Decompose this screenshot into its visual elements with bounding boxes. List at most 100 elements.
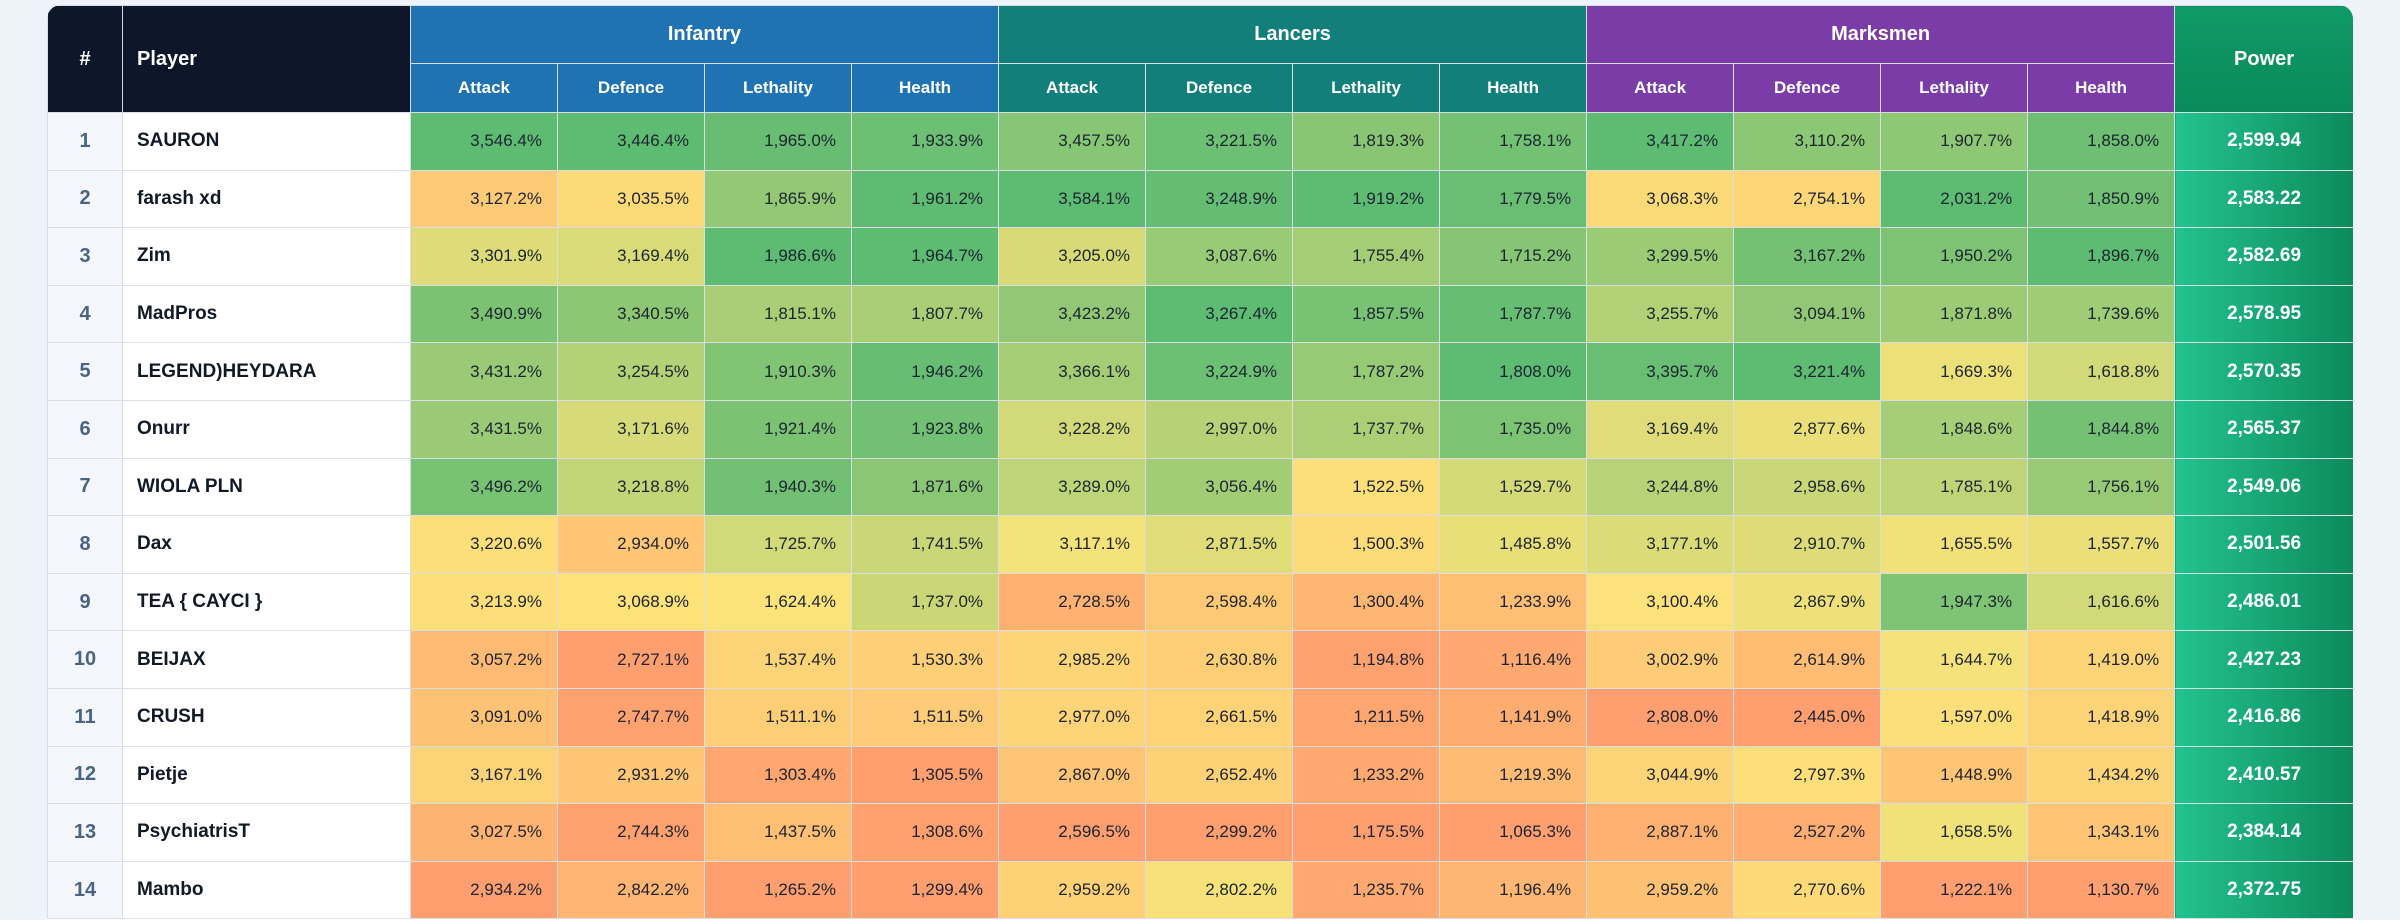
lancers-attack-cell: 3,205.0% xyxy=(998,227,1147,286)
rank-cell: 3 xyxy=(47,227,123,286)
lancers-attack-cell: 2,977.0% xyxy=(998,687,1147,747)
marksmen-defence-cell: 2,614.9% xyxy=(1733,630,1882,689)
table-row[interactable]: 10 BEIJAX 3,057.2% 2,727.1% 1,537.4% 1,530.3%… xyxy=(47,630,2353,689)
table-row[interactable]: 13 PsychiatrisT 3,027.5% 2,744.3% 1,437.5% 1,… xyxy=(47,803,2353,862)
marksmen-defence-cell: 2,754.1% xyxy=(1733,169,1882,229)
rank-cell: 5 xyxy=(47,342,123,401)
marksmen-attack-header[interactable]: Attack xyxy=(1586,63,1735,113)
rank-cell: 9 xyxy=(47,572,123,632)
table-row[interactable]: 6 Onurr 3,431.5% 3,171.6% 1,921.4% 1,923.8% 3,… xyxy=(47,399,2353,459)
table-row[interactable]: 14 Mambo 2,934.2% 2,842.2% 1,265.2% 1,299.4% 2… xyxy=(47,860,2353,920)
infantry-defence-cell: 2,931.2% xyxy=(557,745,705,805)
lancers-defence-cell: 3,056.4% xyxy=(1145,457,1294,517)
rank-column-header[interactable]: # xyxy=(47,5,123,113)
marksmen-lethality-header[interactable]: Lethality xyxy=(1880,63,2029,113)
table-row[interactable]: 11 CRUSH 3,091.0% 2,747.7% 1,511.1% 1,511.5% 2… xyxy=(47,687,2353,747)
marksmen-health-cell: 1,756.1% xyxy=(2027,457,2176,517)
power-cell: 2,583.22 xyxy=(2174,169,2353,229)
infantry-lethality-cell: 1,815.1% xyxy=(704,284,852,344)
infantry-lethality-header[interactable]: Lethality xyxy=(704,63,852,113)
infantry-health-header[interactable]: Health xyxy=(850,63,1000,113)
lancers-defence-cell: 3,221.5% xyxy=(1145,112,1294,171)
table-row[interactable]: 1 SAURON 3,546.4% 3,446.4% 1,965.0% 1,933.9% 3… xyxy=(47,112,2353,171)
infantry-attack-header[interactable]: Attack xyxy=(410,63,558,113)
infantry-health-cell: 1,946.2% xyxy=(850,342,1000,401)
marksmen-health-cell: 1,557.7% xyxy=(2027,515,2176,574)
infantry-health-cell: 1,741.5% xyxy=(850,515,1000,574)
marksmen-defence-cell: 3,094.1% xyxy=(1733,284,1882,344)
infantry-health-cell: 1,933.9% xyxy=(850,112,1000,171)
lancers-group-header: Lancers xyxy=(998,5,1588,64)
marksmen-defence-header[interactable]: Defence xyxy=(1733,63,1882,113)
table-row[interactable]: 12 Pietje 3,167.1% 2,931.2% 1,303.4% 1,305.5%… xyxy=(47,745,2353,805)
table-row[interactable]: 2 farash xd 3,127.2% 3,035.5% 1,865.9% 1,961.… xyxy=(47,169,2353,229)
lancers-health-cell: 1,529.7% xyxy=(1439,457,1588,517)
marksmen-health-cell: 1,343.1% xyxy=(2027,803,2176,862)
marksmen-health-cell: 1,739.6% xyxy=(2027,284,2176,344)
infantry-lethality-cell: 1,537.4% xyxy=(704,630,852,689)
infantry-health-cell: 1,807.7% xyxy=(850,284,1000,344)
marksmen-attack-cell: 3,100.4% xyxy=(1586,572,1735,632)
player-column-header[interactable]: Player xyxy=(122,5,411,113)
table-row[interactable]: 4 MadPros 3,490.9% 3,340.5% 1,815.1% 1,807.7%… xyxy=(47,284,2353,344)
lancers-lethality-cell: 1,755.4% xyxy=(1292,227,1441,286)
lancers-attack-cell: 2,728.5% xyxy=(998,572,1147,632)
lancers-lethality-header[interactable]: Lethality xyxy=(1292,63,1441,113)
marksmen-attack-cell: 3,395.7% xyxy=(1586,342,1735,401)
lancers-health-cell: 1,715.2% xyxy=(1439,227,1588,286)
lancers-attack-header[interactable]: Attack xyxy=(998,63,1147,113)
infantry-lethality-cell: 1,265.2% xyxy=(704,860,852,920)
marksmen-lethality-cell: 2,031.2% xyxy=(1880,169,2029,229)
infantry-defence-cell: 2,747.7% xyxy=(557,687,705,747)
rank-cell: 13 xyxy=(47,803,123,862)
marksmen-lethality-cell: 1,907.7% xyxy=(1880,112,2029,171)
infantry-lethality-cell: 1,940.3% xyxy=(704,457,852,517)
marksmen-defence-cell: 2,797.3% xyxy=(1733,745,1882,805)
infantry-defence-cell: 3,340.5% xyxy=(557,284,705,344)
marksmen-defence-cell: 3,110.2% xyxy=(1733,112,1882,171)
marksmen-attack-cell: 3,417.2% xyxy=(1586,112,1735,171)
infantry-health-cell: 1,299.4% xyxy=(850,860,1000,920)
player-name-cell: farash xd xyxy=(122,169,411,229)
infantry-attack-cell: 3,057.2% xyxy=(410,630,558,689)
infantry-lethality-cell: 1,865.9% xyxy=(704,169,852,229)
lancers-lethality-cell: 1,211.5% xyxy=(1292,687,1441,747)
marksmen-attack-cell: 3,299.5% xyxy=(1586,227,1735,286)
marksmen-lethality-cell: 1,222.1% xyxy=(1880,860,2029,920)
lancers-attack-cell: 3,584.1% xyxy=(998,169,1147,229)
lancers-defence-cell: 2,299.2% xyxy=(1145,803,1294,862)
rank-cell: 6 xyxy=(47,399,123,459)
lancers-defence-cell: 3,248.9% xyxy=(1145,169,1294,229)
player-name-cell: MadPros xyxy=(122,284,411,344)
lancers-health-cell: 1,233.9% xyxy=(1439,572,1588,632)
lancers-health-cell: 1,735.0% xyxy=(1439,399,1588,459)
power-cell: 2,565.37 xyxy=(2174,399,2353,459)
lancers-attack-cell: 2,867.0% xyxy=(998,745,1147,805)
table-row[interactable]: 9 TEA { CAYCI } 3,213.9% 3,068.9% 1,624.4% 1,… xyxy=(47,572,2353,632)
infantry-defence-header[interactable]: Defence xyxy=(557,63,705,113)
table-row[interactable]: 3 Zim 3,301.9% 3,169.4% 1,986.6% 1,964.7% 3,20… xyxy=(47,227,2353,286)
lancers-defence-cell: 2,661.5% xyxy=(1145,687,1294,747)
marksmen-attack-cell: 2,887.1% xyxy=(1586,803,1735,862)
infantry-attack-cell: 3,546.4% xyxy=(410,112,558,171)
infantry-defence-cell: 2,727.1% xyxy=(557,630,705,689)
marksmen-defence-cell: 2,867.9% xyxy=(1733,572,1882,632)
lancers-health-cell: 1,065.3% xyxy=(1439,803,1588,862)
table-row[interactable]: 8 Dax 3,220.6% 2,934.0% 1,725.7% 1,741.5% 3,11… xyxy=(47,515,2353,574)
power-cell: 2,578.95 xyxy=(2174,284,2353,344)
infantry-defence-cell: 2,842.2% xyxy=(557,860,705,920)
marksmen-defence-cell: 2,770.6% xyxy=(1733,860,1882,920)
marksmen-health-cell: 1,616.6% xyxy=(2027,572,2176,632)
lancers-health-header[interactable]: Health xyxy=(1439,63,1588,113)
table-row[interactable]: 7 WIOLA PLN 3,496.2% 3,218.8% 1,940.3% 1,871.… xyxy=(47,457,2353,517)
infantry-defence-cell: 3,254.5% xyxy=(557,342,705,401)
power-cell: 2,501.56 xyxy=(2174,515,2353,574)
power-column-header[interactable]: Power xyxy=(2174,5,2353,113)
marksmen-lethality-cell: 1,871.8% xyxy=(1880,284,2029,344)
lancers-defence-header[interactable]: Defence xyxy=(1145,63,1294,113)
infantry-attack-cell: 3,431.5% xyxy=(410,399,558,459)
infantry-attack-cell: 3,220.6% xyxy=(410,515,558,574)
infantry-attack-cell: 3,301.9% xyxy=(410,227,558,286)
marksmen-health-header[interactable]: Health xyxy=(2027,63,2176,113)
table-row[interactable]: 5 LEGEND)HEYDARA 3,431.2% 3,254.5% 1,910.3% 1… xyxy=(47,342,2353,401)
